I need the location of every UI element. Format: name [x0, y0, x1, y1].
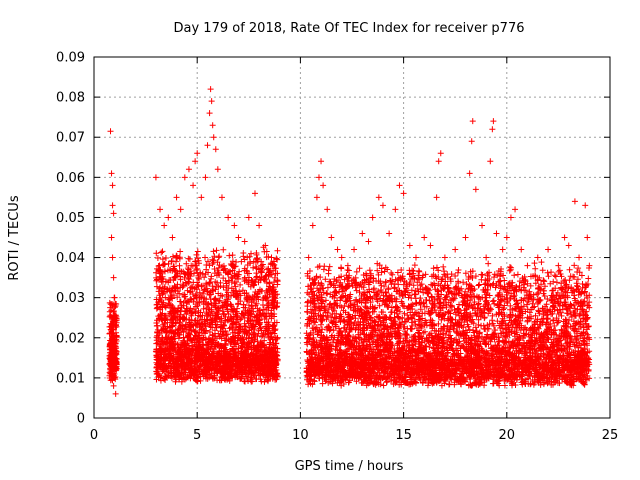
data-point: [193, 251, 200, 258]
data-point: [422, 271, 429, 278]
data-point: [200, 290, 207, 297]
data-point: [106, 372, 113, 379]
data-point: [387, 309, 394, 316]
data-point: [496, 278, 503, 285]
data-point: [526, 288, 533, 295]
data-point: [259, 301, 266, 308]
data-point: [571, 262, 578, 269]
data-point: [215, 254, 222, 261]
data-point: [107, 340, 114, 347]
data-point: [253, 273, 260, 280]
data-point: [228, 302, 235, 309]
data-point: [113, 323, 120, 330]
data-point: [109, 330, 116, 337]
data-point: [274, 247, 281, 254]
data-point: [154, 255, 161, 262]
data-point: [108, 307, 115, 314]
chart-title: Day 179 of 2018, Rate Of TEC Index for r…: [174, 21, 525, 36]
data-point: [440, 268, 447, 275]
data-point: [250, 264, 257, 271]
data-point: [356, 265, 363, 272]
data-point: [177, 298, 184, 305]
data-point: [531, 260, 538, 267]
data-point: [274, 278, 281, 285]
data-point: [206, 279, 213, 286]
data-point: [229, 252, 236, 259]
data-point: [455, 267, 462, 274]
data-point: [240, 253, 247, 260]
data-point: [380, 382, 387, 389]
data-point: [353, 287, 360, 294]
data-point: [168, 257, 175, 264]
data-points: [106, 86, 593, 397]
data-point: [252, 302, 259, 309]
data-point: [226, 252, 233, 259]
data-point: [478, 271, 485, 278]
data-point: [411, 262, 418, 269]
data-point: [177, 248, 184, 255]
data-point: [366, 267, 373, 274]
data-point: [107, 312, 114, 319]
data-point: [158, 249, 165, 256]
data-point: [248, 250, 255, 257]
data-point: [159, 248, 166, 255]
data-point: [197, 377, 204, 384]
data-point: [110, 347, 117, 354]
data-point: [220, 246, 227, 253]
data-point: [553, 279, 560, 286]
data-point: [263, 280, 270, 287]
data-point: [379, 309, 386, 316]
data-point: [210, 248, 217, 255]
data-point: [213, 247, 220, 254]
data-point: [538, 259, 545, 266]
data-point: [202, 254, 209, 261]
data-point: [176, 262, 183, 269]
data-point: [194, 248, 201, 255]
data-point: [110, 373, 117, 380]
data-point: [433, 264, 440, 271]
data-point: [153, 250, 160, 257]
data-point: [162, 254, 169, 261]
